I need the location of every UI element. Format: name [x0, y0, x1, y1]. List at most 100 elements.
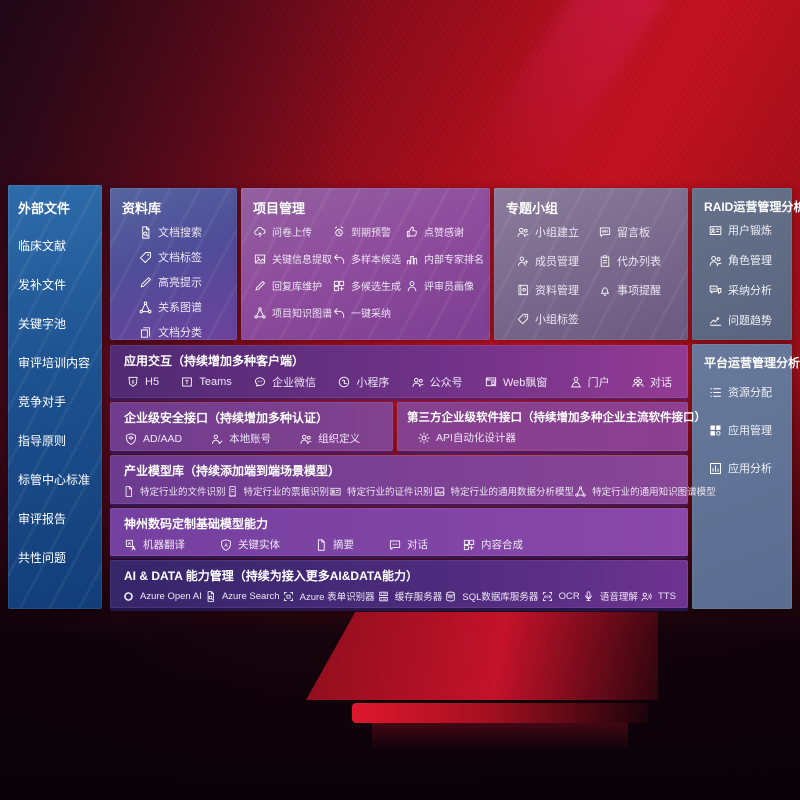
svg-text:BBS: BBS — [602, 229, 609, 233]
item-doc-category: 文档分类 — [138, 324, 237, 340]
item-label: 项目知识图谱 — [272, 309, 332, 320]
item-label: 关键实体 — [238, 539, 280, 551]
azure-search-icon — [204, 590, 217, 603]
item-cache-server: 缓存服务器 — [377, 589, 443, 603]
panel-title: 平台运营管理分析 — [704, 356, 800, 370]
item-wecom: 企业微信 — [253, 374, 316, 390]
item-label: Azure Search — [221, 590, 280, 602]
topic-groups-grid: 小组建立 BBS 留言板 成员管理 代办列表 资料管理 事项提醒 小组标签 — [494, 224, 688, 327]
panel-external-files: 外部文件 临床文献 发补文件 关键字池 审评培训内容 竞争对手 指导原则 标管中心标准 审评报… — [8, 185, 102, 609]
item-org-definition: 组织定义 — [299, 431, 360, 446]
ai-data-list: Azure Open AI Azure Search Azure 表单识别器 缓存服务… — [110, 589, 688, 603]
item-label: 点赞感谢 — [424, 228, 464, 239]
item-review-reports: 审评报告 — [18, 510, 92, 527]
team-setup-icon — [516, 225, 530, 239]
item-label: 角色管理 — [728, 255, 772, 267]
key-info-extract-icon — [253, 252, 267, 266]
item-official-account: 公众号 — [411, 374, 463, 390]
item-user-training: 用户锻炼 — [708, 222, 792, 238]
item-guidelines: 指导原则 — [18, 432, 92, 449]
svg-text:A: A — [128, 541, 132, 547]
item-label: 缓存服务器 — [394, 592, 443, 603]
item-summary: 摘要 — [314, 537, 354, 552]
item-label: 文档标签 — [158, 252, 202, 264]
todo-list-icon — [598, 254, 612, 268]
highlight-hint-icon — [138, 275, 153, 290]
item-label: 机器翻译 — [143, 539, 185, 551]
item-label: 小组建立 — [535, 227, 579, 239]
item-label: 门户 — [587, 377, 610, 389]
item-matter-reminder: 事项提醒 — [598, 282, 680, 298]
svg-text:T: T — [186, 380, 190, 386]
item-h5: 5 H5 — [126, 375, 159, 389]
panel-title: 资料库 — [122, 201, 162, 216]
item-survey-upload: 问卷上传 — [253, 224, 332, 239]
item-competitors: 竞争对手 — [18, 393, 92, 410]
item-message-board: BBS 留言板 — [598, 224, 680, 240]
item-label: 企业微信 — [272, 377, 317, 389]
user-training-icon — [708, 223, 723, 238]
api-auto-designer-icon — [417, 431, 431, 445]
item-label: 对话 — [407, 539, 428, 551]
item-clinical-literature: 临床文献 — [18, 237, 92, 254]
row-title: 第三方企业级软件接口（持续增加多种企业主流软件接口） — [407, 412, 706, 424]
item-label: 本地账号 — [229, 433, 272, 445]
panel-platform-analysis: 平台运营管理分析 资源分配 应用管理 应用分析 — [692, 344, 800, 609]
row-app-interaction: 应用交互（持续增加多种客户端） 5 H5 T Teams 企业微信 小程序 公众号 Web飘窗… — [110, 345, 688, 398]
svg-text:SQL: SQL — [448, 595, 454, 599]
external-files-list: 临床文献 发补文件 关键字池 审评培训内容 竞争对手 指导原则 标管中心标准 审评报告 共性问题 — [8, 237, 102, 566]
item-label: 关键字池 — [18, 317, 67, 331]
h5-icon: 5 — [126, 375, 140, 389]
item-label: 特定行业的证件识别 — [347, 487, 433, 498]
item-review-training-content: 审评培训内容 — [18, 354, 92, 371]
item-group-tag: 小组标签 — [516, 311, 598, 327]
key-entity-icon: A — [219, 538, 233, 552]
row-base-model-capability: 神州数码定制基础模型能力 A 机器翻译 A 关键实体 摘要 对话 内容合成 — [110, 508, 688, 556]
due-warning-icon — [332, 225, 346, 239]
item-label: Azure 表单识别器 — [299, 592, 375, 603]
svg-text:5: 5 — [132, 380, 135, 385]
item-due-warning: 到期预警 — [332, 224, 405, 239]
item-label: 语音理解 — [599, 592, 638, 603]
svg-text:QA: QA — [711, 287, 716, 291]
item-azure-form-recognizer: Azure 表单识别器 — [282, 589, 375, 603]
relation-graph-icon — [138, 300, 153, 315]
item-label: 小组标签 — [535, 314, 579, 326]
internal-expert-ranking-icon — [405, 252, 419, 266]
item-label: Azure Open AI — [140, 590, 202, 602]
speech-understanding-icon — [582, 590, 595, 603]
item-industry-certificate-recognition: 特定行业的证件识别 — [329, 484, 433, 498]
item-label: 应用管理 — [728, 425, 772, 437]
multi-sample-candidate-icon — [332, 252, 346, 266]
item-label: 用户锻炼 — [728, 225, 772, 237]
item-common-issues: 共性问题 — [18, 549, 92, 566]
item-label: 问题趋势 — [728, 315, 772, 327]
reply-lib-maintain-icon — [253, 279, 267, 293]
item-label: 特定行业的票据识别 — [243, 487, 330, 498]
doc-category-icon — [138, 325, 153, 340]
item-label: 一键采纳 — [351, 309, 391, 320]
item-label: OCR — [558, 590, 580, 602]
item-project-knowledge-graph: 项目知识图谱 — [253, 305, 332, 320]
dialog-capability-icon — [388, 538, 402, 552]
item-portal: 门户 — [569, 374, 610, 390]
industry-file-recognition-icon — [122, 485, 135, 498]
item-doc-tag: 文档标签 — [138, 249, 237, 265]
azure-openai-icon — [122, 590, 135, 603]
item-label: 问卷上传 — [272, 228, 312, 239]
item-standards-center-standards: 标管中心标准 — [18, 471, 92, 488]
item-ad-aad: AD/AAD — [124, 432, 182, 446]
teams-icon: T — [180, 375, 194, 389]
svg-text:OCR: OCR — [543, 594, 551, 598]
item-label: 关系图谱 — [158, 302, 202, 314]
panel-topic-groups: 专题小组 小组建立 BBS 留言板 成员管理 代办列表 资料管理 事项提醒 小组标签 — [494, 188, 688, 340]
app-manage-icon — [708, 423, 723, 438]
item-azure-search: Azure Search — [204, 590, 280, 603]
item-app-manage: 应用管理 — [708, 422, 792, 438]
item-label: 资源分配 — [728, 387, 772, 399]
item-label: 文档搜索 — [158, 227, 202, 239]
panel-title: RAID运营管理分析 — [704, 200, 800, 214]
item-speech-understanding: 语音理解 — [582, 589, 638, 603]
item-label: 临床文献 — [18, 239, 67, 253]
item-label: 小程序 — [356, 377, 390, 389]
